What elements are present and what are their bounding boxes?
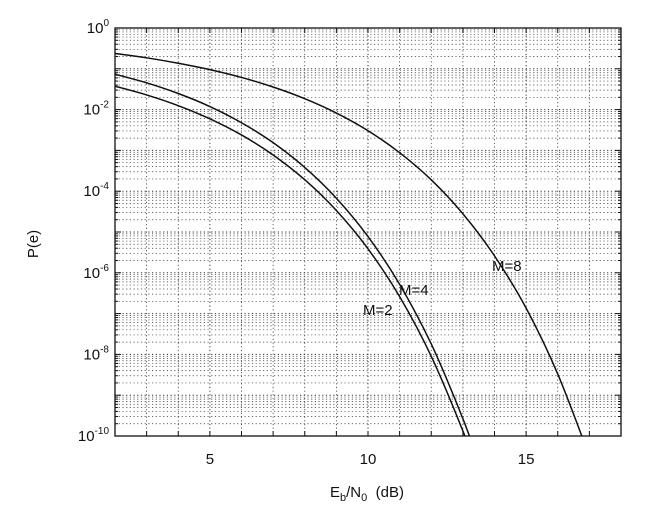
ticks bbox=[115, 28, 621, 436]
grid bbox=[115, 28, 621, 436]
series-line-m8 bbox=[115, 52, 583, 436]
curves bbox=[115, 52, 583, 436]
x-tick-label: 5 bbox=[206, 451, 214, 468]
ann-m4: M=4 bbox=[399, 282, 429, 299]
series-line-m4 bbox=[115, 73, 471, 436]
y-tick-label: 10-4 bbox=[83, 181, 109, 200]
x-axis-label: Eb/N0 (dB) bbox=[330, 484, 404, 504]
x-tick-labels: 5 10 15 bbox=[206, 451, 535, 468]
ann-m2: M=2 bbox=[363, 302, 393, 319]
x-tick-label: 15 bbox=[518, 451, 535, 468]
y-tick-label: 10-6 bbox=[83, 263, 109, 282]
y-axis-label: P(e) bbox=[25, 230, 42, 258]
y-tick-labels: 100 10-2 10-4 10-6 10-8 10-10 bbox=[78, 18, 110, 445]
series-line-m2 bbox=[115, 85, 466, 436]
y-tick-label: 10-8 bbox=[83, 344, 109, 363]
x-tick-label: 10 bbox=[360, 451, 377, 468]
ann-m8: M=8 bbox=[492, 258, 522, 275]
y-tick-label: 10-10 bbox=[78, 426, 110, 445]
y-tick-label: 100 bbox=[87, 18, 110, 37]
y-tick-label: 10-2 bbox=[83, 100, 109, 119]
